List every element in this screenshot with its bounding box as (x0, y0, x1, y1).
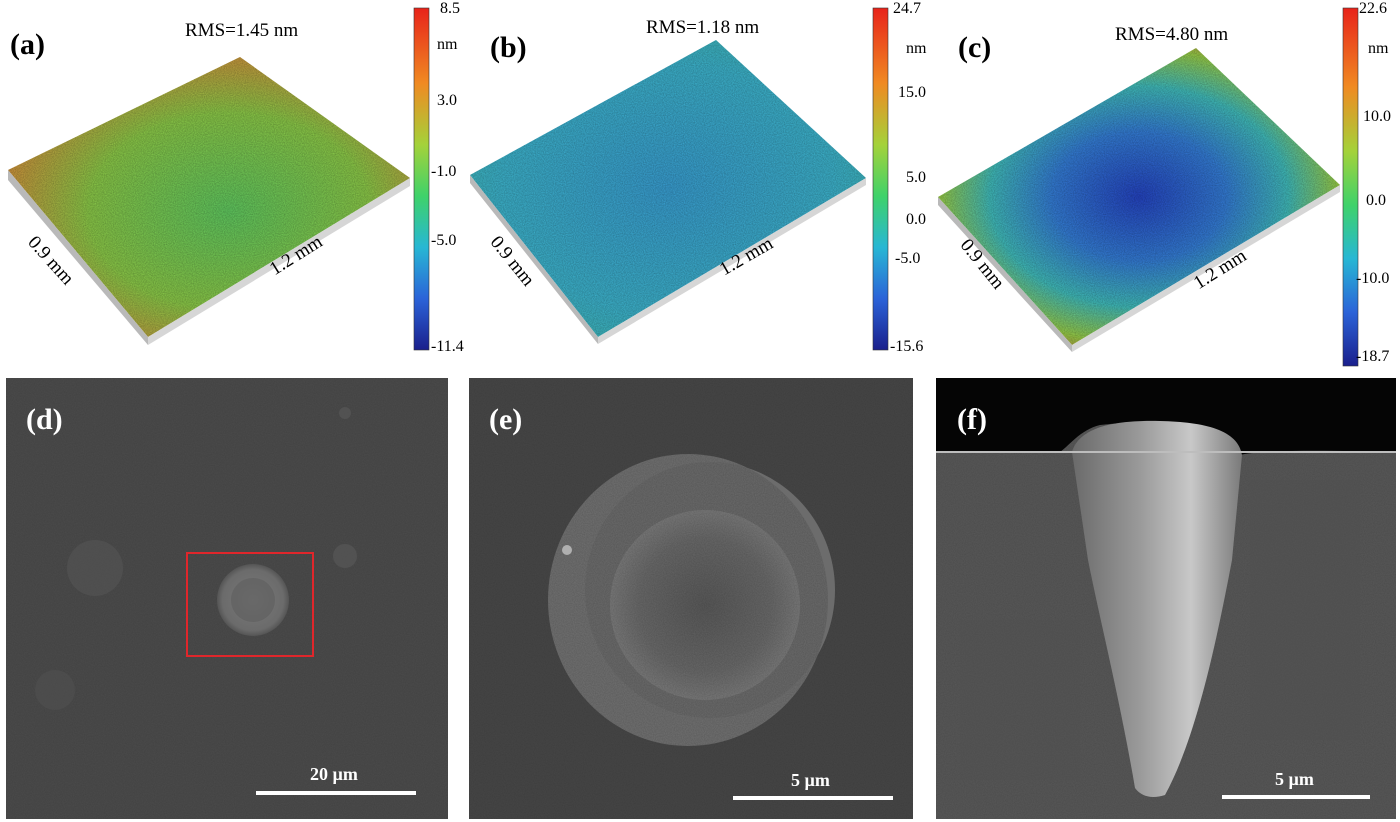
cbar-a-tick: -1.0 (431, 163, 457, 180)
panel-label-f: (f) (957, 403, 987, 436)
cbar-c-min: -18.7 (1356, 348, 1390, 365)
cbar-b-tick: 15.0 (898, 84, 926, 101)
cbar-c-tick: 10.0 (1363, 108, 1391, 125)
cbar-a-tick: -5.0 (431, 232, 457, 249)
cbar-a-min: -11.4 (431, 338, 464, 355)
sem-image-d (6, 378, 448, 819)
colorbar-c (1342, 7, 1359, 367)
cbar-b-min: -15.6 (890, 338, 924, 355)
scale-label-d: 20 µm (310, 764, 358, 784)
cbar-a-unit: nm (437, 36, 458, 53)
panel-label-b: (b) (490, 31, 527, 64)
panel-label-c: (c) (958, 31, 992, 64)
surface-b (470, 40, 866, 344)
cbar-a-max: 8.5 (440, 0, 460, 17)
cbar-c-tick: -10.0 (1356, 270, 1390, 287)
scale-bar-d (256, 791, 416, 795)
panel-label-a: (a) (10, 28, 45, 61)
scale-label-f: 5 µm (1275, 769, 1314, 789)
surface-a (8, 57, 410, 345)
sem-image-e (469, 378, 913, 819)
cbar-b-unit: nm (906, 40, 927, 57)
cbar-b-tick: 5.0 (906, 169, 926, 186)
highlight-box (186, 552, 314, 657)
scale-bar-f (1222, 795, 1370, 799)
surface-c (938, 48, 1340, 352)
sem-image-f (936, 378, 1396, 819)
cbar-b-max: 24.7 (893, 0, 921, 17)
rms-value-c: RMS=4.80 nm (1115, 24, 1229, 45)
cbar-b-tick: 0.0 (906, 211, 926, 228)
cbar-c-max: 22.6 (1359, 0, 1387, 17)
panel-label-e: (e) (489, 403, 523, 436)
colorbar-b (872, 7, 889, 351)
cbar-b-tick: -5.0 (895, 250, 921, 267)
cbar-a-tick: 3.0 (437, 92, 457, 109)
cbar-c-tick: 0.0 (1366, 192, 1386, 209)
rms-value-b: RMS=1.18 nm (646, 17, 760, 38)
scale-label-e: 5 µm (791, 770, 830, 790)
panel-label-d: (d) (26, 403, 63, 436)
colorbar-a (413, 7, 430, 351)
rms-value-a: RMS=1.45 nm (185, 20, 299, 41)
cbar-c-unit: nm (1368, 40, 1389, 57)
scale-bar-e (733, 796, 893, 800)
